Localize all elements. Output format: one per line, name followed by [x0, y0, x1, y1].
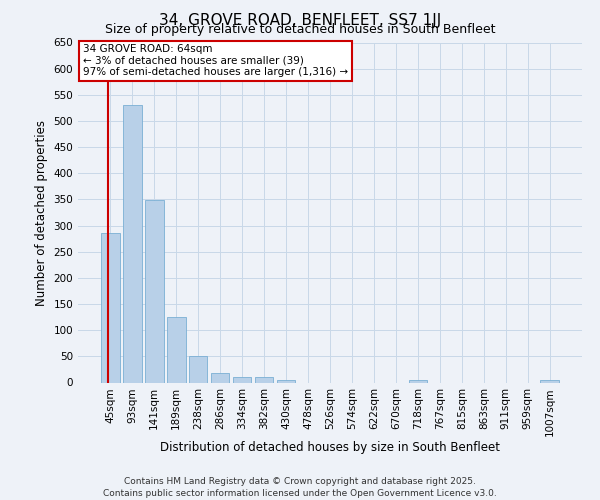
Bar: [409, 380, 427, 382]
X-axis label: Distribution of detached houses by size in South Benfleet: Distribution of detached houses by size …: [160, 442, 500, 454]
Bar: [255, 378, 274, 382]
Text: 34, GROVE ROAD, BENFLEET, SS7 1JJ: 34, GROVE ROAD, BENFLEET, SS7 1JJ: [159, 12, 441, 28]
Y-axis label: Number of detached properties: Number of detached properties: [35, 120, 48, 306]
Bar: [189, 356, 208, 382]
Text: Contains HM Land Registry data © Crown copyright and database right 2025.
Contai: Contains HM Land Registry data © Crown c…: [103, 476, 497, 498]
Bar: [211, 373, 229, 382]
Bar: [167, 317, 185, 382]
Bar: [101, 234, 119, 382]
Bar: [145, 200, 164, 382]
Bar: [277, 380, 295, 382]
Text: Size of property relative to detached houses in South Benfleet: Size of property relative to detached ho…: [105, 22, 495, 36]
Bar: [123, 106, 142, 382]
Bar: [233, 378, 251, 382]
Text: 34 GROVE ROAD: 64sqm
← 3% of detached houses are smaller (39)
97% of semi-detach: 34 GROVE ROAD: 64sqm ← 3% of detached ho…: [83, 44, 348, 78]
Bar: [541, 380, 559, 382]
